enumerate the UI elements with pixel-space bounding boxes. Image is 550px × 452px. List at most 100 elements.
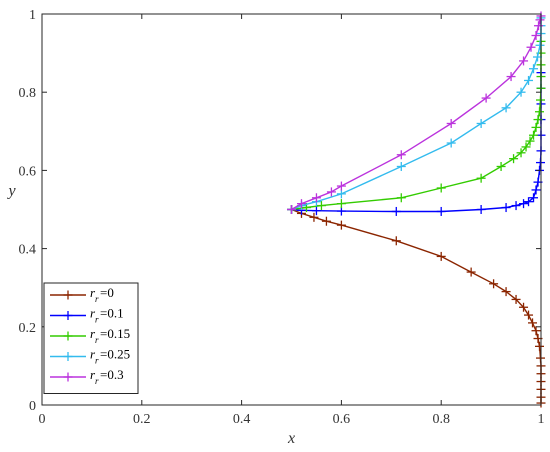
data-point [396, 150, 406, 160]
legend-label-value: =0.25 [100, 347, 130, 362]
data-point [529, 130, 539, 140]
data-point [531, 31, 541, 41]
data-point [336, 199, 346, 209]
data-point [476, 118, 486, 128]
y-axis-label: y [6, 183, 16, 200]
data-point [528, 318, 538, 328]
y-tick-label: 0.8 [19, 86, 37, 101]
x-axis-label: x [287, 430, 295, 447]
data-point [501, 203, 511, 213]
data-point [524, 197, 534, 207]
legend: r r =0r r =0.1r r =0.15r r =0.25r r =0.3 [43, 282, 139, 394]
legend-label-sub: r [95, 356, 99, 366]
data-point [509, 154, 519, 164]
data-point [531, 185, 541, 195]
y-tick-label: 0.4 [19, 243, 37, 258]
legend-item: r r =0.25 [50, 347, 130, 366]
legend-label-value: =0 [100, 285, 114, 300]
data-point [519, 56, 529, 66]
data-point [316, 201, 326, 211]
data-point [531, 326, 541, 336]
legend-label-sub: r [95, 335, 99, 345]
legend-label-value: =0.1 [100, 306, 124, 321]
data-point [311, 206, 321, 216]
data-point [309, 212, 319, 222]
data-point [525, 136, 535, 146]
legend-label-value: =0.3 [100, 367, 124, 382]
data-point [535, 341, 545, 351]
legend-item: r r =0 [50, 285, 114, 304]
legend-label-sub: r [95, 376, 99, 386]
data-point [534, 21, 544, 31]
data-point [296, 199, 306, 209]
x-tick-label: 0.8 [432, 412, 450, 427]
data-point [519, 199, 529, 209]
data-point [529, 64, 539, 74]
data-point [516, 148, 526, 158]
legend-label-value: =0.15 [100, 326, 130, 341]
data-point [336, 220, 346, 230]
x-tick-label: 0.6 [333, 412, 351, 427]
data-point [501, 103, 511, 113]
x-tick-label: 0.2 [133, 412, 151, 427]
legend-label-sub: r [95, 315, 99, 325]
x-tick-label: 1 [538, 412, 545, 427]
series-4 [287, 11, 546, 214]
data-point [476, 173, 486, 183]
data-point [511, 294, 521, 304]
axes-box [41, 13, 542, 406]
data-point [489, 279, 499, 289]
legend-item: r r =0.1 [50, 306, 124, 325]
data-point [526, 42, 536, 52]
ticks-layer: 0 0.2 0.4 0.6 0.8 1 0 0.2 0.4 0.6 0.8 1 [19, 8, 545, 427]
legend-label-main: r [90, 347, 96, 362]
data-point [516, 87, 526, 97]
data-point [436, 206, 446, 216]
data-point [446, 118, 456, 128]
data-point [521, 142, 531, 152]
y-tick-label: 0.6 [19, 164, 37, 179]
data-point [496, 161, 506, 171]
data-point [436, 251, 446, 261]
legend-label-main: r [90, 306, 96, 321]
data-point [336, 189, 346, 199]
data-point [535, 40, 545, 50]
x-tick-label: 0 [39, 412, 46, 427]
data-point [446, 138, 456, 148]
data-point [321, 216, 331, 226]
y-tick-label: 0 [29, 399, 36, 414]
data-point [391, 206, 401, 216]
data-point [436, 183, 446, 193]
data-point [535, 107, 545, 117]
data-point [501, 287, 511, 297]
legend-label-main: r [90, 326, 96, 341]
data-point [524, 75, 534, 85]
legend-label-main: r [90, 285, 96, 300]
data-point [311, 193, 321, 203]
data-point [287, 205, 296, 214]
y-tick-label: 1 [29, 8, 36, 23]
data-point [396, 161, 406, 171]
data-point [466, 267, 476, 277]
data-point [506, 72, 516, 82]
data-point [524, 310, 534, 320]
y-tick-label: 0.2 [19, 321, 37, 336]
data-point [519, 302, 529, 312]
data-point [529, 193, 539, 203]
legend-label-sub: r [95, 294, 99, 304]
data-point [476, 205, 486, 214]
legend-box [43, 282, 139, 394]
data-point [531, 122, 541, 132]
data-point [336, 181, 346, 191]
data-point [481, 93, 491, 103]
data-point [396, 193, 406, 203]
data-point [511, 201, 521, 211]
data-point [326, 187, 336, 197]
x-tick-label: 0.4 [233, 412, 251, 427]
data-point [391, 236, 401, 246]
legend-label-main: r [90, 367, 96, 382]
data-point [535, 15, 545, 25]
legend-item: r r =0.3 [50, 367, 124, 386]
legend-item: r r =0.15 [50, 326, 130, 345]
